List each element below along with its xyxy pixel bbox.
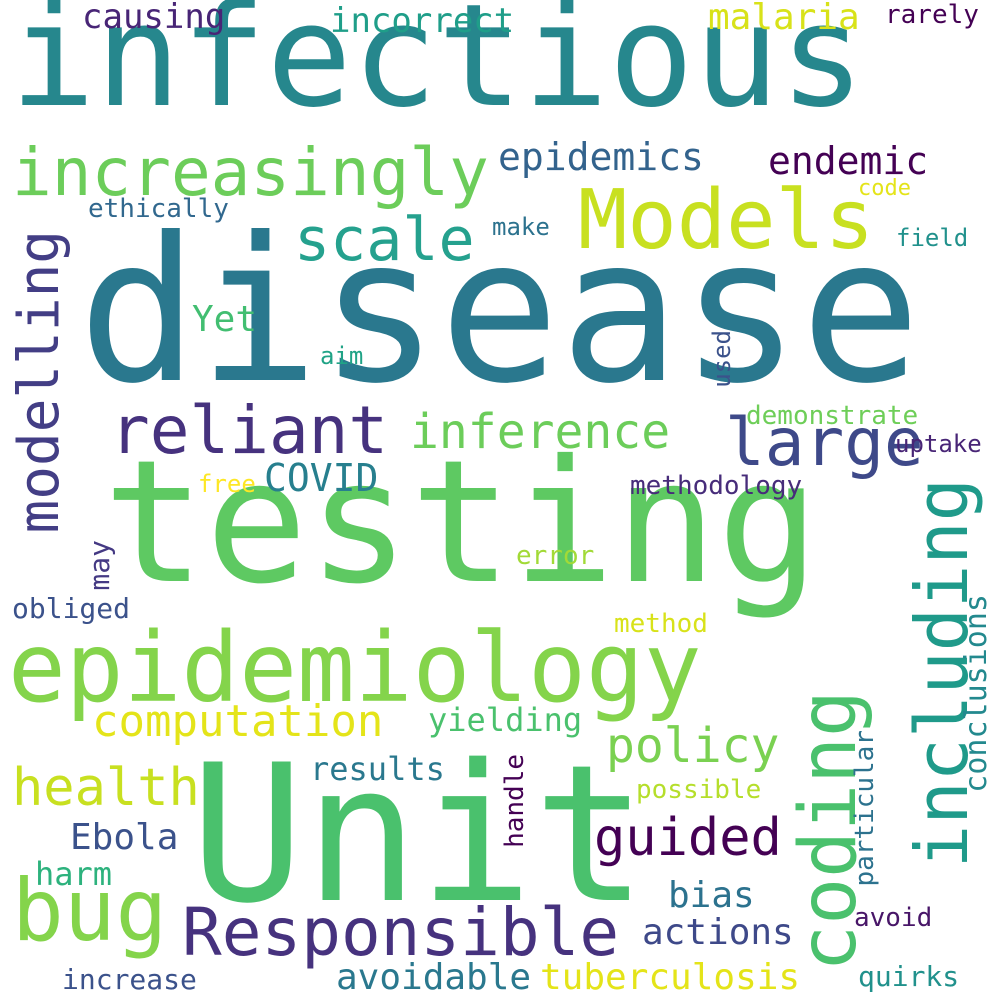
word-testing: testing <box>103 424 820 622</box>
word-tuberculosis: tuberculosis <box>540 957 801 998</box>
word-aim: aim <box>320 342 364 370</box>
word-responsible: Responsible <box>182 894 620 971</box>
word-malaria: malaria <box>708 0 860 38</box>
word-avoidable: avoidable <box>336 957 532 998</box>
word-bias: bias <box>668 875 755 916</box>
word-yet: Yet <box>192 299 258 340</box>
word-conclusions: conclusions <box>959 594 994 793</box>
word-error: error <box>516 541 595 571</box>
word-yielding: yielding <box>428 701 583 739</box>
word-handle: handle <box>500 754 530 848</box>
word-covid: COVID <box>264 456 379 500</box>
word-code: code <box>858 176 911 201</box>
word-epidemics: epidemics <box>498 135 704 179</box>
word-methodology: methodology <box>630 471 803 501</box>
word-scale: scale <box>294 205 475 275</box>
word-bug: bug <box>12 861 168 961</box>
word-particular: particular <box>850 730 880 887</box>
word-ethically: ethically <box>88 194 229 224</box>
word-obliged: obliged <box>12 592 131 625</box>
word-policy: policy <box>606 718 780 774</box>
word-used: used <box>708 330 736 388</box>
word-quirks: quirks <box>858 960 960 993</box>
word-possible: possible <box>636 775 762 805</box>
word-may: may <box>83 540 116 591</box>
word-field: field <box>896 224 969 252</box>
word-incorrect: incorrect <box>330 1 515 41</box>
word-unit: Unit <box>190 724 648 945</box>
word-disease: disease <box>78 195 921 428</box>
word-causing: causing <box>82 0 226 37</box>
word-guided: guided <box>594 808 782 868</box>
word-demonstrate: demonstrate <box>746 401 919 431</box>
word-computation: computation <box>92 696 384 747</box>
word-endemic: endemic <box>768 139 929 183</box>
word-increase: increase <box>62 963 197 996</box>
word-results: results <box>310 750 445 788</box>
word-avoid: avoid <box>854 903 933 933</box>
word-modelling: modelling <box>7 230 72 534</box>
word-large: large <box>725 404 924 481</box>
word-rarely: rarely <box>885 0 979 30</box>
word-method: method <box>614 609 708 639</box>
word-epidemiology: epidemiology <box>8 612 702 724</box>
word-make: make <box>492 213 550 241</box>
word-health: health <box>12 758 200 818</box>
word-models: Models <box>578 173 875 268</box>
word-harm: harm <box>35 855 113 893</box>
word-free: free <box>198 470 256 498</box>
word-increasingly: increasingly <box>12 134 489 211</box>
word-inference: inference <box>410 404 671 460</box>
word-infectious: infectious <box>10 0 865 139</box>
word-reliant: reliant <box>110 392 389 469</box>
word-uptake: uptake <box>895 430 982 458</box>
word-ebola: Ebola <box>70 817 179 858</box>
word-actions: actions <box>642 912 794 953</box>
